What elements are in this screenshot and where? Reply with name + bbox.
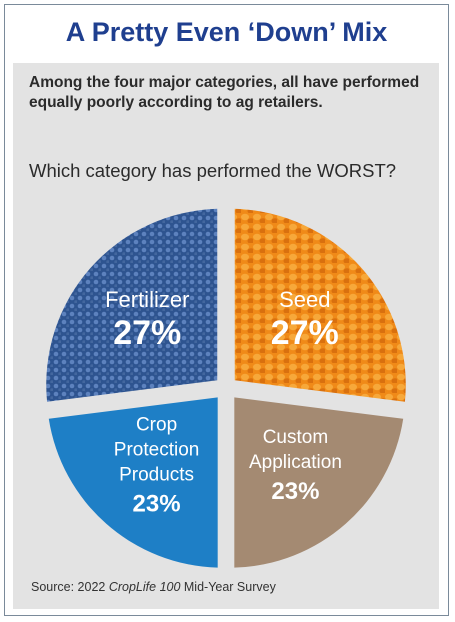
- source-prefix: Source: 2022: [31, 580, 109, 594]
- slice-label: Seed: [279, 287, 330, 312]
- survey-question: Which category has performed the WORST?: [29, 160, 397, 181]
- slice-value-label: 23%: [133, 490, 181, 517]
- source-note: Source: 2022 CropLife 100 Mid-Year Surve…: [31, 580, 276, 594]
- slice-value-label: 27%: [113, 314, 181, 352]
- infographic-card: A Pretty Even ‘Down’ Mix Among the four …: [4, 4, 449, 616]
- page-title: A Pretty Even ‘Down’ Mix: [65, 17, 388, 47]
- slice-label: Crop: [136, 414, 177, 435]
- pie-slice: [48, 397, 218, 568]
- slice-label: Application: [249, 452, 342, 473]
- slice-value-label: 27%: [271, 314, 339, 352]
- content-panel: Among the four major categories, all hav…: [13, 63, 439, 609]
- source-publication: CropLife 100: [108, 580, 181, 594]
- source-suffix: Mid-Year Survey: [180, 580, 276, 594]
- slice-label: Products: [119, 464, 194, 485]
- pie-slice: [234, 208, 406, 402]
- pie-slice: [46, 208, 218, 402]
- slice-value-label: 23%: [271, 478, 319, 505]
- subtitle: Among the four major categories, all hav…: [29, 74, 420, 111]
- pie-chart: Seed27%CustomApplication23%CropProtectio…: [46, 208, 406, 568]
- slice-label: Custom: [263, 427, 328, 448]
- slice-label: Fertilizer: [105, 287, 189, 312]
- pie-slice: [234, 397, 404, 568]
- slice-label: Protection: [114, 439, 200, 460]
